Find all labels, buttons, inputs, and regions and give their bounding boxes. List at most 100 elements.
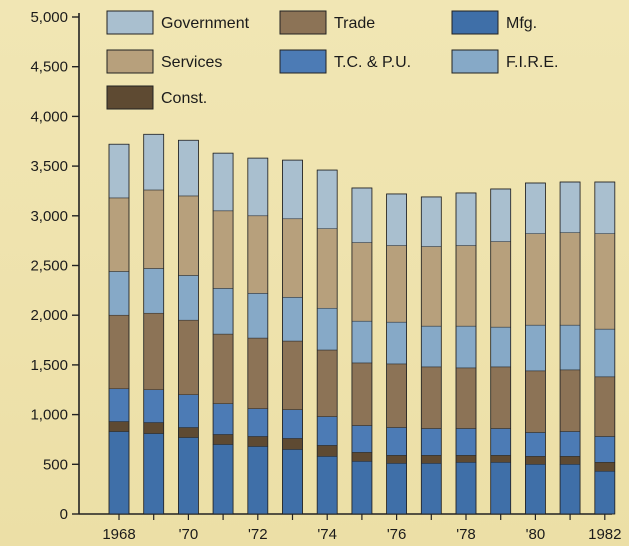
bar-segment-trade xyxy=(594,376,616,437)
legend-swatch-trade xyxy=(279,10,327,35)
bar-segment-government xyxy=(316,169,338,229)
bar-segment-const xyxy=(490,455,511,463)
bar-segment-const xyxy=(247,436,269,447)
bar-segment-t-c-p-u xyxy=(386,427,407,456)
bar-segment-services xyxy=(421,246,442,327)
bar-segment-trade xyxy=(490,366,511,429)
y-tick-label: 1,500 xyxy=(30,357,68,374)
bar-segment-f-i-r-e xyxy=(143,268,164,314)
y-tick-label: 2,000 xyxy=(30,307,68,324)
bar-segment-mfg xyxy=(108,431,130,515)
y-tick-label: 3,500 xyxy=(30,158,68,175)
bar-segment-t-c-p-u xyxy=(108,388,130,422)
bar-segment-government xyxy=(455,192,477,246)
bar-segment-f-i-r-e xyxy=(351,320,373,364)
y-tick-label: 5,000 xyxy=(30,9,68,26)
bar-segment-const xyxy=(386,455,407,464)
bar-segment-government xyxy=(212,152,234,212)
bar-segment-const xyxy=(316,445,338,457)
bar-segment-services xyxy=(247,215,269,294)
bar-segment-const xyxy=(351,452,373,462)
legend-label-const: Const. xyxy=(161,90,207,107)
legend-label-trade: Trade xyxy=(334,15,375,32)
bar-segment-trade xyxy=(559,369,581,432)
bar-segment-t-c-p-u xyxy=(525,432,546,457)
bar-segment-t-c-p-u xyxy=(421,428,442,456)
bar-segment-trade xyxy=(143,312,164,391)
bar-segment-trade xyxy=(108,314,130,390)
bar-segment-mfg xyxy=(525,464,546,515)
bar-segment-const xyxy=(282,438,303,450)
bar-segment-mfg xyxy=(421,463,442,515)
bar-segment-trade xyxy=(455,367,477,429)
bar-segment-t-c-p-u xyxy=(351,425,373,453)
legend-label-t-c-p-u: T.C. & P.U. xyxy=(334,54,411,71)
bar-segment-mfg xyxy=(559,464,581,515)
bar-segment-services xyxy=(143,189,164,269)
x-tick-label: '70 xyxy=(179,526,199,543)
bar-segment-services xyxy=(490,241,511,328)
bar-segment-services xyxy=(386,245,407,323)
bar-segment-government xyxy=(108,143,130,199)
y-tick-label: 4,000 xyxy=(30,108,68,125)
y-tick-label: 500 xyxy=(43,456,68,473)
bar-segment-government xyxy=(282,159,303,220)
x-tick-label: '72 xyxy=(248,526,268,543)
bar-segment-mfg xyxy=(143,433,164,515)
bar-segment-mfg xyxy=(490,462,511,515)
bar-segment-t-c-p-u xyxy=(143,389,164,423)
bar-segment-mfg xyxy=(386,463,407,515)
bar-segment-const xyxy=(143,422,164,434)
legend-swatch-government xyxy=(106,10,154,35)
legend-label-f-i-r-e: F.I.R.E. xyxy=(506,54,558,71)
bar-segment-mfg xyxy=(594,471,616,515)
bar-segment-trade xyxy=(525,370,546,433)
bar-segment-trade xyxy=(316,349,338,417)
x-tick-label: '76 xyxy=(387,526,407,543)
x-tick-label: '78 xyxy=(456,526,476,543)
bar-segment-government xyxy=(247,157,269,217)
bar-segment-mfg xyxy=(455,462,477,515)
bar-segment-t-c-p-u xyxy=(282,409,303,439)
bar-segment-f-i-r-e xyxy=(490,326,511,368)
bar-segment-government xyxy=(559,181,581,233)
bar-segment-f-i-r-e xyxy=(525,324,546,372)
bar-segment-services xyxy=(316,228,338,309)
bar-segment-t-c-p-u xyxy=(455,428,477,456)
bar-segment-mfg xyxy=(247,446,269,515)
legend-swatch-services xyxy=(106,49,154,74)
y-tick-label: 1,000 xyxy=(30,407,68,424)
bar-segment-t-c-p-u xyxy=(247,408,269,437)
bar-segment-services xyxy=(594,233,616,330)
bar-segment-services xyxy=(108,197,130,272)
bar-segment-const xyxy=(421,455,442,464)
legend-swatch-mfg xyxy=(451,10,499,35)
legend-label-services: Services xyxy=(161,54,222,71)
bar-segment-services xyxy=(525,233,546,326)
bar-segment-services xyxy=(559,232,581,326)
bar-segment-t-c-p-u xyxy=(490,428,511,456)
y-tick-label: 3,000 xyxy=(30,208,68,225)
bar-segment-trade xyxy=(247,337,269,409)
bar-segment-const xyxy=(108,421,130,432)
bar-segment-mfg xyxy=(212,444,234,515)
bar-segment-t-c-p-u xyxy=(559,431,581,457)
bar-segment-f-i-r-e xyxy=(594,328,616,378)
bar-segment-const xyxy=(178,427,199,438)
bar-segment-f-i-r-e xyxy=(178,275,199,321)
bar-segment-services xyxy=(351,242,373,322)
bar-segment-trade xyxy=(212,333,234,404)
bar-segment-trade xyxy=(351,362,373,426)
bar-segment-trade xyxy=(178,319,199,395)
legend-label-government: Government xyxy=(161,15,250,32)
bar-segment-government xyxy=(490,188,511,242)
bar-segment-services xyxy=(178,195,199,276)
bar-segment-f-i-r-e xyxy=(559,324,581,371)
bar-segment-const xyxy=(455,455,477,463)
bar-segment-services xyxy=(212,210,234,289)
bar-segment-mfg xyxy=(178,437,199,515)
x-tick-label: 1982 xyxy=(588,526,621,543)
bar-segment-f-i-r-e xyxy=(108,271,130,316)
bar-segment-government xyxy=(421,196,442,247)
